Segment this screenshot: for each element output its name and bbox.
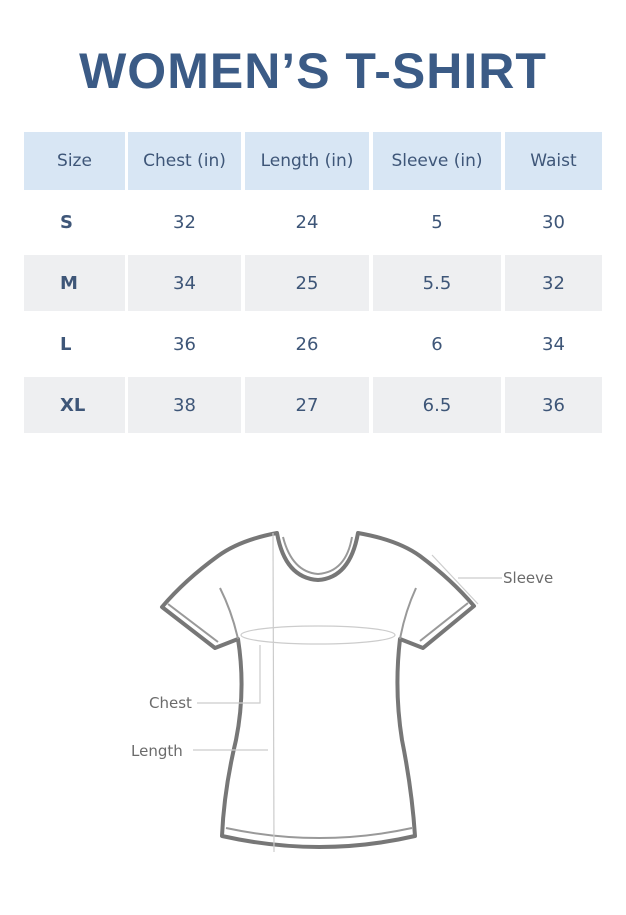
cell-sleeve: 5	[431, 211, 443, 233]
bottom-hem	[225, 827, 413, 839]
cell-size: XL	[24, 377, 125, 433]
cell-sleeve: 5.5	[373, 255, 501, 311]
cell-chest: 34	[128, 255, 241, 311]
cell-sleeve: 6	[431, 334, 443, 355]
sleeve-hem-right	[419, 602, 469, 642]
header-chest: Chest (in)	[128, 132, 241, 190]
chest-measure-line	[240, 625, 396, 645]
header-length: Length (in)	[245, 132, 369, 190]
length-measure-line	[272, 532, 275, 853]
cell-waist: 32	[505, 255, 602, 311]
sleeve-label: Sleeve	[503, 569, 553, 587]
sleeve-hem-left	[167, 603, 219, 643]
chest-label: Chest	[149, 694, 192, 712]
header-size: Size	[24, 132, 125, 190]
length-label: Length	[131, 742, 183, 760]
armhole-left	[219, 587, 239, 640]
tshirt-outline	[160, 531, 476, 849]
sleeve-measure-line	[431, 554, 479, 605]
chest-leader-line	[197, 645, 261, 704]
cell-size: L	[60, 334, 72, 355]
cell-waist: 30	[542, 211, 565, 233]
cell-length: 26	[295, 334, 319, 355]
cell-chest: 36	[173, 334, 196, 355]
cell-length: 25	[245, 255, 369, 311]
cell-chest: 32	[173, 211, 196, 233]
neckline-inner	[282, 536, 353, 576]
cell-length: 27	[245, 377, 369, 433]
cell-chest: 38	[128, 377, 241, 433]
header-sleeve: Sleeve (in)	[373, 132, 501, 190]
cell-waist: 36	[505, 377, 602, 433]
armhole-right	[399, 587, 417, 640]
cell-size: M	[24, 255, 125, 311]
header-waist: Waist	[505, 132, 602, 190]
cell-waist: 34	[542, 334, 565, 355]
cell-sleeve: 6.5	[373, 377, 501, 433]
cell-size: S	[60, 211, 73, 233]
page-title: WOMEN’S T-SHIRT	[79, 43, 547, 99]
cell-length: 24	[295, 211, 319, 233]
